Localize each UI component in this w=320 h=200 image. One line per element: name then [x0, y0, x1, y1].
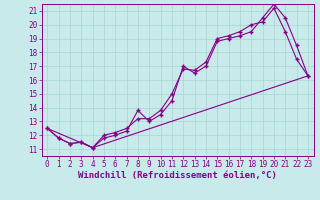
X-axis label: Windchill (Refroidissement éolien,°C): Windchill (Refroidissement éolien,°C) [78, 171, 277, 180]
